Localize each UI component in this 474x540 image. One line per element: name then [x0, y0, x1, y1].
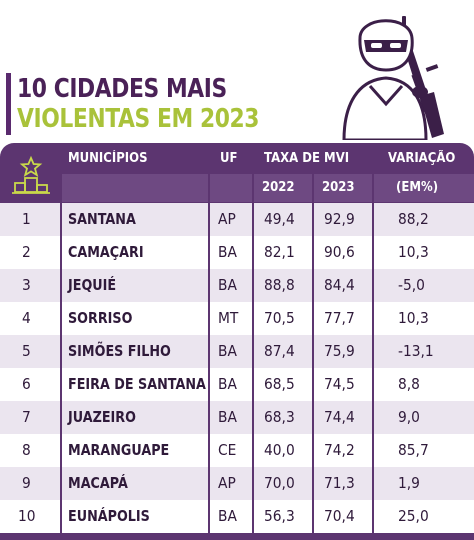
- column-divider: [312, 203, 314, 540]
- column-divider: [60, 203, 62, 540]
- table-header: MUNICÍPIOS UF TAXA DE MVI VARIAÇÃO 2022 …: [0, 143, 474, 203]
- header-year-2023: 2023: [322, 180, 355, 195]
- variation-cell: 10,3: [398, 243, 429, 261]
- podium-star-icon: [6, 150, 56, 200]
- rate-2022-cell: 49,4: [264, 210, 295, 228]
- rate-2022-cell: 82,1: [264, 243, 295, 261]
- title-line-2: VIOLENTAS EM 2023: [17, 104, 260, 134]
- infographic-header: 10 CIDADES MAIS VIOLENTAS EM 2023: [0, 0, 474, 145]
- uf-cell: BA: [218, 408, 237, 426]
- table-row: 5 SIMÕES FILHO BA 87,4 75,9 -13,1: [0, 335, 474, 368]
- variation-cell: 1,9: [398, 474, 420, 492]
- rate-2022-cell: 70,5: [264, 309, 295, 327]
- variation-cell: 10,3: [398, 309, 429, 327]
- rate-2022-cell: 88,8: [264, 276, 295, 294]
- table-row: 8 MARANGUAPE CE 40,0 74,2 85,7: [0, 434, 474, 467]
- uf-cell: BA: [218, 507, 237, 525]
- rate-2022-cell: 70,0: [264, 474, 295, 492]
- header-substrip-2023: [314, 174, 372, 202]
- rate-2023-cell: 70,4: [324, 507, 355, 525]
- header-substrip-uf: [210, 174, 252, 202]
- city-cell: SANTANA: [68, 210, 136, 228]
- rate-2023-cell: 90,6: [324, 243, 355, 261]
- header-municipios: MUNICÍPIOS: [68, 151, 148, 166]
- rank-cell: 4: [22, 309, 31, 327]
- header-substrip-2022: [254, 174, 312, 202]
- rank-cell: 1: [22, 210, 31, 228]
- header-uf: UF: [220, 151, 238, 166]
- rate-2023-cell: 74,5: [324, 375, 355, 393]
- rate-2022-cell: 87,4: [264, 342, 295, 360]
- rate-2023-cell: 84,4: [324, 276, 355, 294]
- uf-cell: AP: [218, 474, 236, 492]
- uf-cell: MT: [218, 309, 239, 327]
- rate-2023-cell: 74,2: [324, 441, 355, 459]
- city-cell: MARANGUAPE: [68, 441, 170, 459]
- uf-cell: BA: [218, 342, 237, 360]
- table-row: 6 FEIRA DE SANTANA BA 68,5 74,5 8,8: [0, 368, 474, 401]
- rank-cell: 3: [22, 276, 31, 294]
- table-row: 4 SORRISO MT 70,5 77,7 10,3: [0, 302, 474, 335]
- variation-cell: 25,0: [398, 507, 429, 525]
- uf-cell: BA: [218, 375, 237, 393]
- table-row: 9 MACAPÁ AP 70,0 71,3 1,9: [0, 467, 474, 500]
- city-cell: MACAPÁ: [68, 474, 128, 492]
- table-row: 7 JUAZEIRO BA 68,3 74,4 9,0: [0, 401, 474, 434]
- rate-2023-cell: 75,9: [324, 342, 355, 360]
- column-divider: [372, 203, 374, 540]
- city-cell: CAMAÇARI: [68, 243, 144, 261]
- column-divider: [208, 203, 210, 540]
- rate-2023-cell: 74,4: [324, 408, 355, 426]
- variation-cell: 8,8: [398, 375, 420, 393]
- rate-2023-cell: 77,7: [324, 309, 355, 327]
- header-variacao-unit: (EM%): [396, 180, 439, 195]
- column-divider: [252, 203, 254, 540]
- variation-cell: 9,0: [398, 408, 420, 426]
- rate-2023-cell: 71,3: [324, 474, 355, 492]
- city-cell: JEQUIÉ: [68, 276, 117, 294]
- rank-cell: 8: [22, 441, 31, 459]
- header-substrip-municipios: [62, 174, 208, 202]
- uf-cell: CE: [218, 441, 237, 459]
- rank-cell: 5: [22, 342, 31, 360]
- header-substrip-variacao: [374, 174, 474, 202]
- variation-cell: -5,0: [398, 276, 425, 294]
- title-line-1: 10 CIDADES MAIS: [17, 74, 227, 104]
- header-taxa-mvi: TAXA DE MVI: [264, 151, 350, 166]
- rate-2022-cell: 56,3: [264, 507, 295, 525]
- rate-2023-cell: 92,9: [324, 210, 355, 228]
- cities-table: MUNICÍPIOS UF TAXA DE MVI VARIAÇÃO 2022 …: [0, 143, 474, 540]
- rate-2022-cell: 40,0: [264, 441, 295, 459]
- city-cell: SIMÕES FILHO: [68, 342, 171, 360]
- rank-cell: 10: [18, 507, 36, 525]
- rate-2022-cell: 68,3: [264, 408, 295, 426]
- header-variacao: VARIAÇÃO: [388, 151, 456, 166]
- masked-gunman-icon: [342, 16, 444, 140]
- table-row: 2 CAMAÇARI BA 82,1 90,6 10,3: [0, 236, 474, 269]
- uf-cell: BA: [218, 276, 237, 294]
- rank-cell: 7: [22, 408, 31, 426]
- city-cell: FEIRA DE SANTANA: [68, 375, 206, 393]
- table-row: 1 SANTANA AP 49,4 92,9 88,2: [0, 203, 474, 236]
- variation-cell: -13,1: [398, 342, 434, 360]
- rate-2022-cell: 68,5: [264, 375, 295, 393]
- rank-cell: 6: [22, 375, 31, 393]
- uf-cell: AP: [218, 210, 236, 228]
- table-row: 3 JEQUIÉ BA 88,8 84,4 -5,0: [0, 269, 474, 302]
- rank-cell: 9: [22, 474, 31, 492]
- rank-cell: 2: [22, 243, 31, 261]
- city-cell: EUNÁPOLIS: [68, 507, 150, 525]
- table-row: 10 EUNÁPOLIS BA 56,3 70,4 25,0: [0, 500, 474, 533]
- variation-cell: 88,2: [398, 210, 429, 228]
- header-year-2022: 2022: [262, 180, 295, 195]
- variation-cell: 85,7: [398, 441, 429, 459]
- city-cell: SORRISO: [68, 309, 133, 327]
- uf-cell: BA: [218, 243, 237, 261]
- city-cell: JUAZEIRO: [68, 408, 136, 426]
- title-accent-bar: [6, 73, 11, 135]
